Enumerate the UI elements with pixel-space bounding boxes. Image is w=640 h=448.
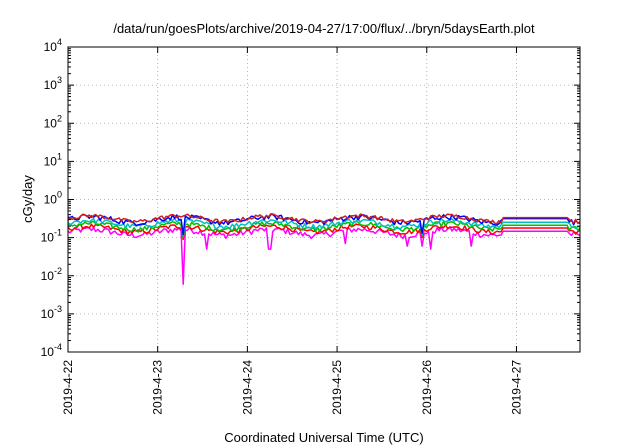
- y-tick-label: 104: [44, 37, 62, 54]
- x-tick-label: 2019-4-26: [420, 360, 434, 415]
- chart-title: /data/run/goesPlots/archive/2019-04-27/1…: [113, 21, 535, 36]
- y-tick-label: 100: [44, 190, 62, 207]
- y-axis: 10-4 10-3 10-2 10-1 100 101 102 103 104: [41, 37, 580, 359]
- x-axis-label: Coordinated Universal Time (UTC): [224, 430, 423, 445]
- x-tick-label: 2019-4-24: [240, 360, 254, 415]
- x-axis: 2019-4-22 2019-4-23 2019-4-24 2019-4-25 2019…: [61, 47, 523, 415]
- series-layer: [67, 213, 581, 285]
- x-tick-label: 2019-4-25: [330, 360, 344, 415]
- y-tick-label: 10-2: [41, 266, 62, 283]
- y-tick-label: 101: [44, 151, 62, 168]
- x-tick-label: 2019-4-23: [151, 360, 165, 415]
- y-tick-label: 102: [44, 113, 62, 130]
- series-line: [67, 213, 581, 225]
- grid-layer: [67, 46, 580, 353]
- y-tick-label: 103: [44, 75, 62, 92]
- series-line: [67, 226, 581, 285]
- y-tick-label: 10-1: [41, 228, 62, 245]
- x-tick-label: 2019-4-27: [509, 360, 523, 415]
- y-axis-label: cGy/day: [20, 175, 35, 223]
- x-tick-label: 2019-4-22: [61, 360, 75, 415]
- y-tick-label: 10-3: [41, 304, 62, 321]
- y-tick-label: 10-4: [41, 342, 62, 359]
